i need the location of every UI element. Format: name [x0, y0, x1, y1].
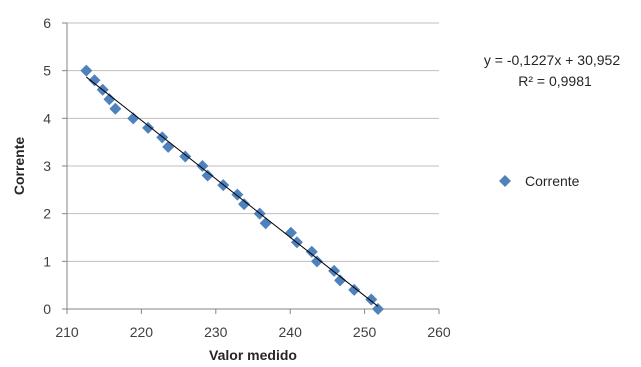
y-tick-label: 3: [43, 158, 51, 174]
data-point: [109, 102, 122, 115]
data-point: [365, 293, 378, 306]
trendline: [86, 76, 379, 307]
x-tick-label: 220: [130, 324, 154, 340]
y-tick-label: 5: [43, 63, 51, 79]
data-point: [88, 74, 101, 87]
y-tick-label: 0: [43, 301, 51, 317]
x-tick-label: 210: [55, 324, 79, 340]
trendline-line: [86, 76, 379, 307]
x-tick-label: 230: [204, 324, 228, 340]
x-tick-labels: 210 220 230 240 250 260: [55, 324, 451, 340]
y-tick-label: 4: [43, 110, 51, 126]
data-point: [310, 255, 323, 268]
data-point: [179, 150, 192, 163]
r-squared-label: R² = 0,9981: [518, 73, 592, 89]
data-point: [259, 217, 272, 230]
x-tick-label: 240: [279, 324, 303, 340]
data-point: [371, 303, 384, 315]
data-point: [103, 93, 116, 106]
data-point: [284, 226, 297, 239]
legend-label: Corrente: [525, 173, 580, 189]
data-points: [80, 64, 384, 315]
data-point: [80, 64, 93, 77]
data-point: [127, 112, 140, 125]
y-tick-label: 1: [43, 253, 51, 269]
y-axis-title: Corrente: [11, 137, 27, 196]
x-tick-label: 260: [427, 324, 451, 340]
grid-lines: [67, 22, 439, 262]
y-tick-label: 6: [43, 15, 51, 31]
data-point: [162, 140, 175, 153]
axes: [62, 22, 440, 314]
legend: Corrente: [499, 173, 580, 189]
x-tick-label: 250: [353, 324, 377, 340]
data-point: [305, 245, 318, 258]
data-point: [238, 198, 251, 211]
trendline-equation: y = -0,1227x + 30,952: [484, 52, 620, 68]
y-tick-label: 2: [43, 206, 51, 222]
y-tick-labels: 0 1 2 3 4 5 6: [43, 15, 51, 317]
data-point: [196, 160, 209, 172]
data-point: [348, 283, 361, 296]
legend-marker-diamond: [499, 175, 511, 187]
data-point: [334, 274, 347, 287]
data-point: [142, 121, 155, 134]
x-axis-title: Valor medido: [209, 347, 297, 363]
data-point: [201, 169, 214, 182]
